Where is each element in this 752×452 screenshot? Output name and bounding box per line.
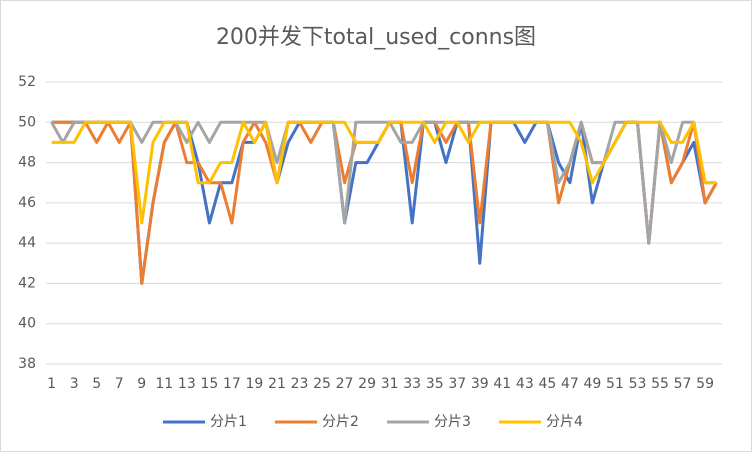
x-tick-label: 41 [493,376,511,392]
legend-label: 分片3 [434,414,471,430]
x-tick-label: 21 [268,376,286,392]
x-tick-label: 25 [313,376,331,392]
x-tick-label: 19 [246,376,264,392]
x-tick-label: 31 [381,376,399,392]
x-tick-label: 15 [200,376,218,392]
x-tick-label: 45 [538,376,556,392]
x-tick-label: 57 [674,376,692,392]
x-tick-label: 49 [584,376,602,392]
x-tick-label: 5 [92,376,101,392]
x-tick-label: 35 [426,376,444,392]
x-tick-label: 59 [696,376,714,392]
x-tick-label: 33 [403,376,421,392]
series-line [51,120,717,225]
y-tick-label: 50 [18,114,36,130]
y-tick-label: 48 [18,155,36,171]
x-tick-label: 51 [606,376,624,392]
x-tick-label: 47 [561,376,579,392]
x-tick-label: 39 [471,376,489,392]
chart-title: 200并发下total_used_conns图 [216,25,536,50]
x-tick-label: 29 [358,376,376,392]
x-tick-label: 11 [155,376,173,392]
legend-label: 分片1 [210,414,247,430]
x-tick-label: 17 [223,376,241,392]
y-tick-label: 52 [18,74,36,90]
y-tick-label: 40 [18,316,36,332]
x-tick-label: 23 [291,376,309,392]
x-tick-label: 55 [651,376,669,392]
x-tick-label: 37 [448,376,466,392]
x-tick-label: 43 [516,376,534,392]
x-tick-label: 3 [70,376,79,392]
legend-label: 分片2 [322,414,359,430]
y-tick-label: 44 [18,235,36,251]
x-tick-label: 53 [629,376,647,392]
legend-label: 分片4 [546,414,583,430]
y-tick-label: 42 [18,275,36,291]
x-tick-label: 7 [115,376,124,392]
x-tick-label: 27 [336,376,354,392]
y-tick-label: 46 [18,195,36,211]
y-tick-label: 38 [18,356,36,372]
x-tick-label: 1 [47,376,56,392]
x-tick-label: 13 [178,376,196,392]
x-tick-label: 9 [137,376,146,392]
series-line [50,120,717,245]
